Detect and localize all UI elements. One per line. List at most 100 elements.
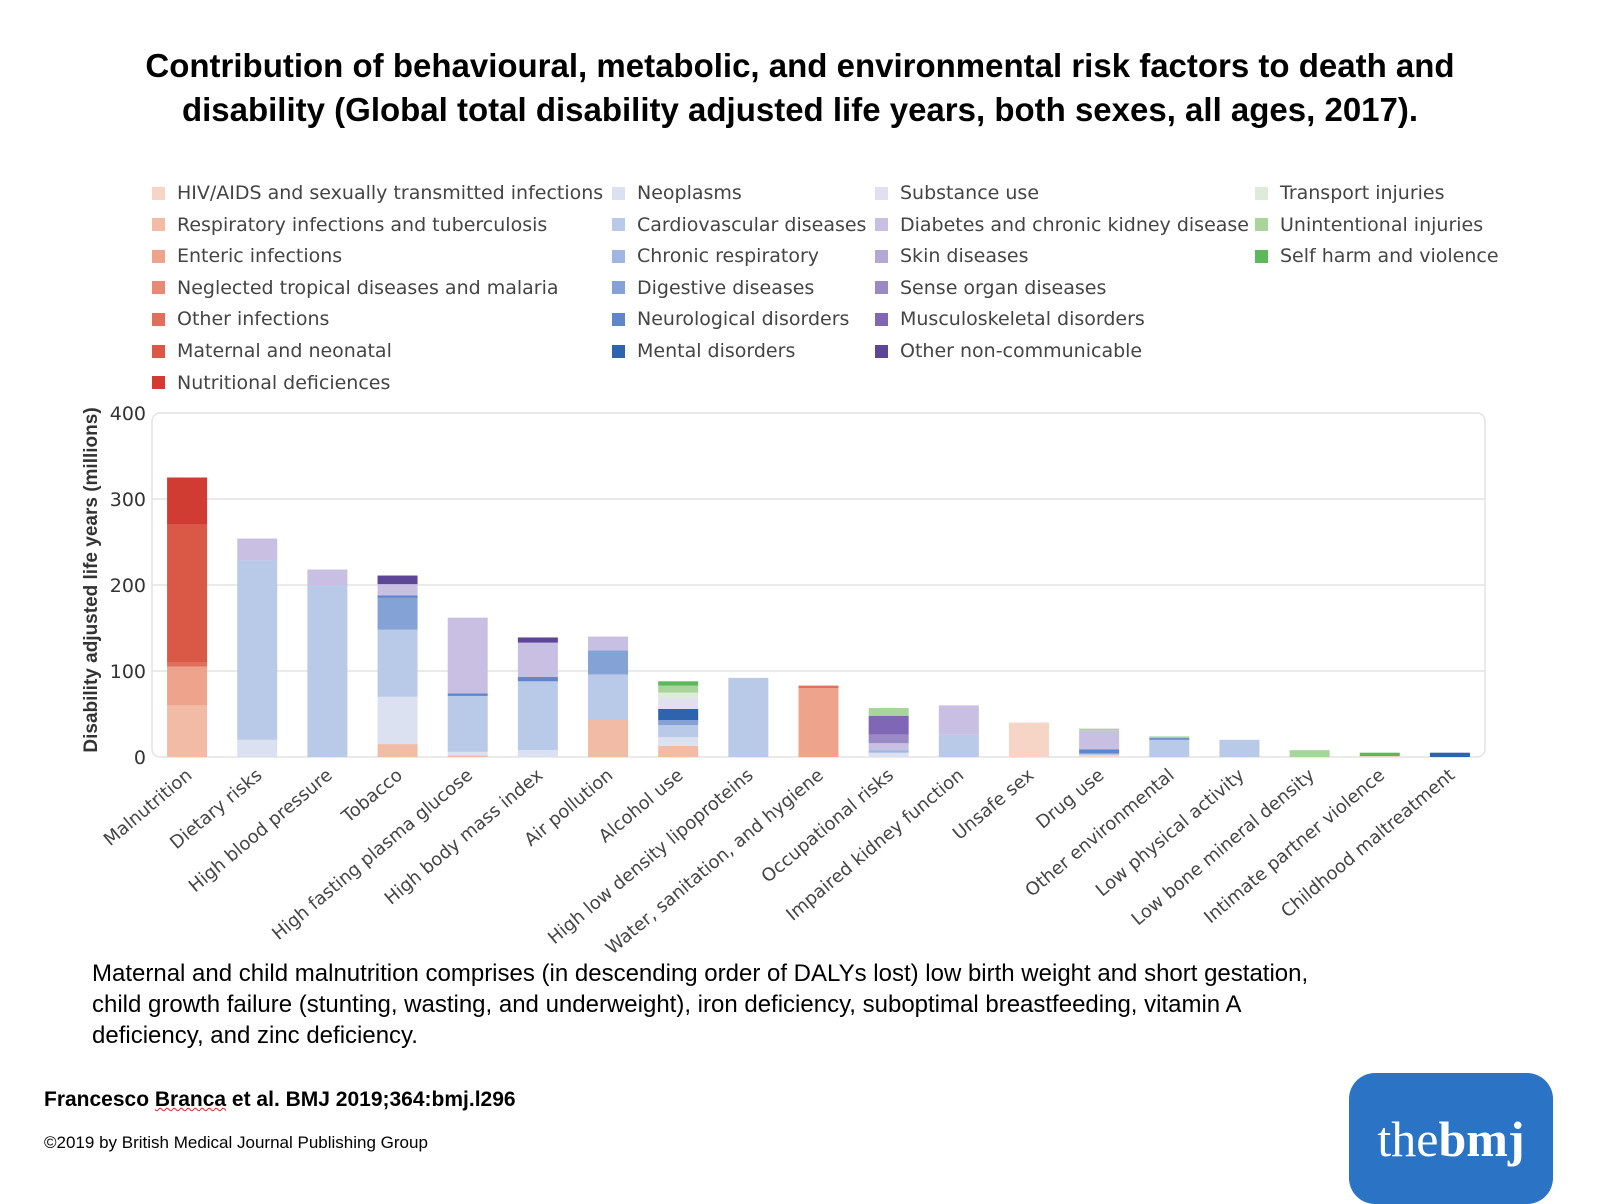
bar-segment-alcohol-use-transport-injuries bbox=[658, 692, 699, 699]
y-tick-label: 100 bbox=[110, 661, 146, 683]
bar-segment-air-pollution-cardiovascular-diseases bbox=[588, 674, 629, 721]
legend-swatch bbox=[875, 312, 888, 326]
bar-segment-drug-use-neurological-disorders bbox=[1079, 749, 1120, 754]
bar-segment-air-pollution-digestive-diseases bbox=[588, 650, 629, 675]
bar-segment-other-environmental-cardiovascular-diseases bbox=[1149, 739, 1190, 757]
y-tick-label: 300 bbox=[110, 489, 146, 511]
bar-segment-dietary-risks-diabetes-and-chronic-kidney-disease bbox=[237, 538, 278, 561]
legend-label: Mental disorders bbox=[637, 340, 796, 362]
legend-item-diabetes-and-chronic-kidney-disease: Diabetes and chronic kidney disease bbox=[875, 212, 1249, 238]
legend-item-unintentional-injuries: Unintentional injuries bbox=[1255, 212, 1483, 238]
bar-segment-impaired-kidney-function-cardiovascular-diseases bbox=[938, 734, 979, 757]
legend-item-nutritional-deficiences: Nutritional deficiences bbox=[152, 370, 390, 396]
y-tick-label: 0 bbox=[134, 747, 146, 769]
bar-segment-alcohol-use-neoplasms bbox=[658, 737, 699, 746]
legend-label: Respiratory infections and tuberculosis bbox=[177, 213, 548, 236]
bar-segment-air-pollution-respiratory-infections-and-tuberculosis bbox=[588, 720, 629, 757]
bar-segment-high-low-density-lipoproteins-cardiovascular-diseases bbox=[728, 677, 769, 757]
bar-segment-high-fasting-plasma-glucose-respiratory-infections-and-tuberculosis bbox=[447, 755, 488, 757]
legend-swatch bbox=[612, 312, 625, 326]
bar-segment-high-fasting-plasma-glucose-neoplasms bbox=[447, 751, 488, 756]
legend-label: Diabetes and chronic kidney disease bbox=[900, 213, 1249, 236]
legend-swatch bbox=[875, 281, 888, 295]
stacked-bar-chart: 0 100 200 300 400 Disability adjusted life ye… bbox=[81, 403, 1486, 959]
legend-item-self-harm-and-violence: Self harm and violence bbox=[1255, 243, 1499, 269]
bar-segment-tobacco-digestive-diseases bbox=[377, 597, 418, 630]
y-tick-label: 200 bbox=[110, 575, 146, 597]
bar-segment-tobacco-other-non-communicable bbox=[377, 575, 418, 585]
y-tick-label: 400 bbox=[110, 403, 146, 425]
bar-segment-childhood-maltreatment-mental-disorders bbox=[1429, 752, 1470, 757]
bar-segment-dietary-risks-neoplasms bbox=[237, 739, 278, 757]
bar-segment-occupational-risks-neoplasms bbox=[868, 752, 909, 757]
bar-segment-impaired-kidney-function-diabetes-and-chronic-kidney-disease bbox=[938, 705, 979, 735]
legend-label: HIV/AIDS and sexually transmitted infect… bbox=[177, 182, 604, 204]
bar-segment-malnutrition-maternal-and-neonatal bbox=[167, 524, 208, 663]
logo-bmj-text: bmj bbox=[1438, 1110, 1525, 1167]
chart-title: Contribution of behavioural, metabolic, … bbox=[40, 44, 1560, 132]
x-tick-label: Tobacco bbox=[337, 765, 407, 828]
bar-segment-alcohol-use-digestive-diseases bbox=[658, 720, 699, 726]
bar-segment-high-body-mass-index-cardiovascular-diseases bbox=[517, 681, 558, 751]
chart-title-line-2: disability (Global total disability adju… bbox=[181, 91, 1419, 128]
legend-item-sense-organ-diseases: Sense organ diseases bbox=[875, 275, 1106, 301]
bar-segment-malnutrition-other-infections bbox=[167, 662, 208, 667]
legend-swatch bbox=[612, 249, 625, 263]
legend-swatch bbox=[875, 186, 888, 200]
bar-segment-alcohol-use-mental-disorders bbox=[658, 708, 699, 721]
bar-segment-malnutrition-enteric-infections bbox=[167, 666, 208, 706]
legend-swatch bbox=[875, 344, 888, 358]
legend-label: Nutritional deficiences bbox=[177, 371, 391, 394]
legend-swatch bbox=[152, 281, 165, 295]
x-tick-label: Occupational risks bbox=[757, 765, 897, 888]
bar-segment-high-blood-pressure-diabetes-and-chronic-kidney-disease bbox=[307, 569, 348, 585]
legend-swatch bbox=[152, 376, 165, 390]
legend-item-hiv-aids-and-sexually-transmitted-infections: HIV/AIDS and sexually transmitted infect… bbox=[152, 180, 603, 206]
copyright-notice: ©2019 by British Medical Journal Publish… bbox=[44, 1133, 428, 1152]
chart-title-line-1: Contribution of behavioural, metabolic, … bbox=[145, 47, 1455, 84]
bar-segment-alcohol-use-unintentional-injuries bbox=[658, 685, 699, 693]
legend-label: Sense organ diseases bbox=[900, 276, 1107, 299]
bar-segment-drug-use-cardiovascular-diseases bbox=[1079, 753, 1120, 756]
bar-segment-high-body-mass-index-other-non-communicable bbox=[517, 637, 558, 643]
legend-swatch bbox=[612, 344, 625, 358]
legend-label: Transport injuries bbox=[1280, 182, 1445, 204]
legend-label: Other infections bbox=[177, 308, 330, 331]
legend-item-maternal-and-neonatal: Maternal and neonatal bbox=[152, 338, 392, 364]
legend-swatch bbox=[152, 218, 165, 232]
legend-item-other-infections: Other infections bbox=[152, 306, 329, 332]
legend-label: Maternal and neonatal bbox=[177, 340, 392, 362]
bar-segment-high-body-mass-index-neurological-disorders bbox=[517, 677, 558, 682]
bar-segment-occupational-risks-chronic-respiratory bbox=[868, 750, 909, 753]
bar-segment-tobacco-neurological-disorders bbox=[377, 595, 418, 598]
bar-segment-alcohol-use-substance-use bbox=[658, 698, 699, 709]
bar-segment-intimate-partner-violence-hiv-aids-and-sexually-transmitted-infections bbox=[1359, 756, 1400, 757]
legend-swatch bbox=[612, 281, 625, 295]
legend-label: Skin diseases bbox=[900, 245, 1029, 268]
legend-item-skin-diseases: Skin diseases bbox=[875, 243, 1028, 269]
legend-item-other-non-communicable: Other non-communicable bbox=[875, 338, 1142, 364]
bar-segment-water-sanitation-and-hygiene-enteric-infections bbox=[798, 688, 839, 757]
legend-label: Neoplasms bbox=[637, 182, 742, 204]
bar-segment-malnutrition-nutritional-deficiences bbox=[167, 477, 208, 525]
bar-segment-high-blood-pressure-cardiovascular-diseases bbox=[307, 585, 348, 757]
bar-segment-tobacco-respiratory-infections-and-tuberculosis bbox=[377, 744, 418, 757]
legend-label: Substance use bbox=[900, 182, 1040, 204]
bar-segment-other-environmental-neurological-disorders bbox=[1149, 738, 1190, 740]
legend-item-musculoskeletal-disorders: Musculoskeletal disorders bbox=[875, 306, 1145, 332]
legend-swatch bbox=[1255, 186, 1268, 200]
legend-swatch bbox=[1255, 218, 1268, 232]
bar-segment-high-body-mass-index-diabetes-and-chronic-kidney-disease bbox=[517, 642, 558, 678]
citation-author-prefix: Francesco bbox=[44, 1088, 155, 1111]
citation-author-surname: Branca bbox=[154, 1088, 227, 1111]
bar-segment-alcohol-use-self-harm-and-violence bbox=[658, 681, 699, 686]
citation: Francesco Branca et al. BMJ 2019;364:bmj… bbox=[44, 1088, 516, 1112]
bar-segment-high-fasting-plasma-glucose-diabetes-and-chronic-kidney-disease bbox=[447, 617, 488, 694]
legend-item-digestive-diseases: Digestive diseases bbox=[612, 275, 814, 301]
bar-segment-tobacco-cardiovascular-diseases bbox=[377, 629, 418, 697]
logo-the-text: the bbox=[1377, 1110, 1439, 1167]
legend-item-transport-injuries: Transport injuries bbox=[1255, 180, 1445, 206]
legend-item-chronic-respiratory: Chronic respiratory bbox=[612, 243, 819, 269]
bar-segment-low-bone-mineral-density-unintentional-injuries bbox=[1289, 750, 1330, 757]
legend-swatch bbox=[1255, 249, 1268, 263]
